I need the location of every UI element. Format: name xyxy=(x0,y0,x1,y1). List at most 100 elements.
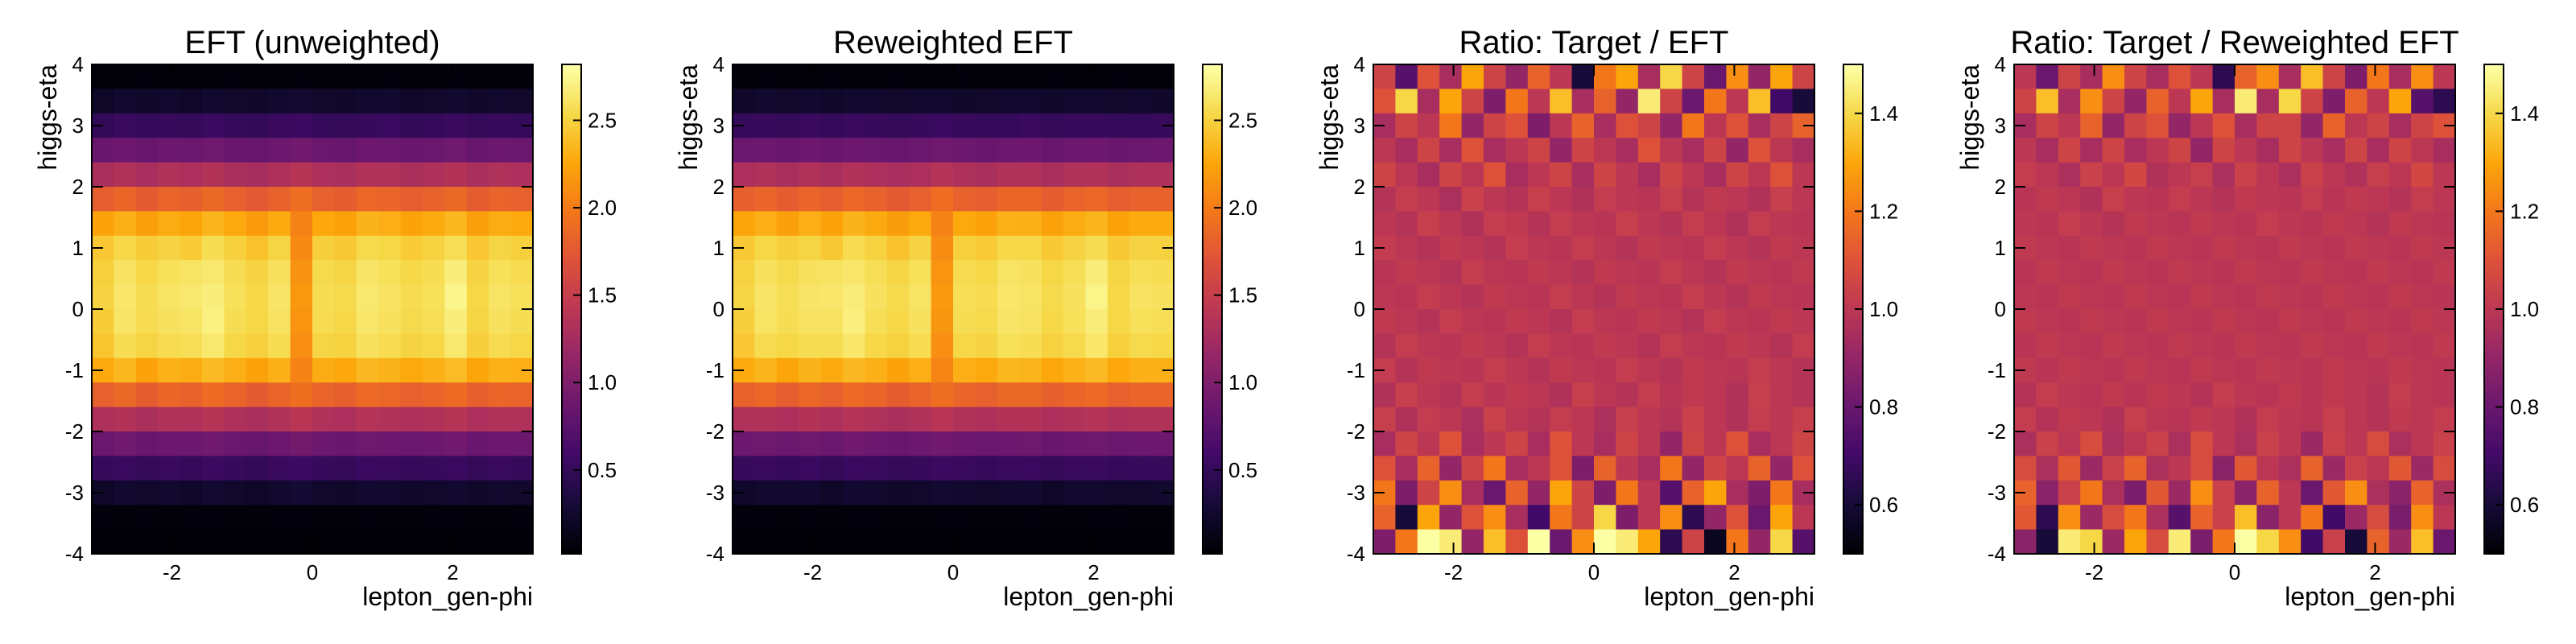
heatmap-cell xyxy=(909,529,932,555)
heatmap-cell xyxy=(1637,309,1661,334)
heatmap-cell xyxy=(997,260,1020,286)
heatmap-cell xyxy=(1439,480,1463,506)
heatmap-cell xyxy=(1505,235,1529,261)
heatmap-cell xyxy=(2433,64,2456,89)
heatmap-cell xyxy=(1571,407,1595,432)
colorbar-swatch xyxy=(562,353,581,359)
heatmap-cell xyxy=(224,431,247,456)
y-tick-label: -1 xyxy=(1988,358,2006,382)
colorbar-swatch xyxy=(1203,300,1222,306)
heatmap-cell xyxy=(356,456,379,481)
heatmap-cell xyxy=(1637,64,1661,89)
colorbar-swatch xyxy=(562,296,581,302)
heatmap-cell xyxy=(444,333,468,359)
heatmap-cell xyxy=(2367,357,2390,383)
heatmap-cell xyxy=(466,456,489,481)
heatmap-cell xyxy=(356,284,379,310)
heatmap-cell xyxy=(865,187,888,212)
colorbar-swatch xyxy=(1203,456,1222,461)
heatmap-cell xyxy=(423,162,445,188)
heatmap-cell xyxy=(2036,407,2059,432)
colorbar-swatch xyxy=(2484,207,2504,213)
heatmap-cell xyxy=(92,162,114,188)
heatmap-cell xyxy=(312,382,335,408)
heatmap-cell xyxy=(2388,260,2412,286)
colorbar-swatch xyxy=(1203,195,1222,200)
heatmap-cell xyxy=(1063,64,1086,89)
heatmap-cell xyxy=(1726,309,1749,334)
heatmap-cell xyxy=(1704,113,1727,138)
heatmap-cell xyxy=(776,309,799,334)
heatmap-cell xyxy=(1594,357,1616,383)
heatmap-cell xyxy=(1063,187,1086,212)
heatmap-cell xyxy=(2058,113,2081,138)
colorbar-swatch xyxy=(2484,448,2504,453)
heatmap-cell xyxy=(158,407,181,432)
heatmap-cell xyxy=(1151,309,1174,334)
heatmap-cell xyxy=(1527,162,1550,188)
heatmap-cell xyxy=(2036,480,2059,506)
heatmap-cell xyxy=(2080,309,2103,334)
colorbar-swatch xyxy=(1843,529,1863,535)
heatmap-cell xyxy=(489,407,512,432)
heatmap-cell xyxy=(2301,431,2324,456)
heatmap-cell xyxy=(1682,382,1705,408)
heatmap-cell xyxy=(776,89,799,114)
heatmap-cell xyxy=(423,211,445,237)
heatmap-cell xyxy=(268,407,291,432)
colorbar-swatch xyxy=(1843,537,1863,543)
heatmap-cell xyxy=(1107,260,1130,286)
heatmap-cell xyxy=(158,162,181,188)
colorbar-swatch xyxy=(1203,394,1222,400)
heatmap-cell xyxy=(246,505,269,530)
heatmap-cell xyxy=(510,64,534,89)
heatmap-cell xyxy=(246,382,269,408)
colorbar-swatch xyxy=(562,252,581,257)
heatmap-cell xyxy=(1550,456,1573,481)
colorbar-swatch xyxy=(1203,468,1222,473)
heatmap-cell xyxy=(733,162,755,188)
heatmap-cell xyxy=(799,431,822,456)
heatmap-cell xyxy=(1527,407,1550,432)
colorbar-swatch xyxy=(2484,394,2504,400)
heatmap-cell xyxy=(268,138,291,163)
colorbar-swatch xyxy=(1203,72,1222,77)
heatmap-cell xyxy=(776,235,799,261)
heatmap-cell xyxy=(444,284,468,310)
heatmap-cell xyxy=(135,309,159,334)
heatmap-cell xyxy=(1704,162,1727,188)
colorbar-swatch xyxy=(1843,68,1863,73)
heatmap-cell xyxy=(2036,260,2059,286)
heatmap-cell xyxy=(843,138,865,163)
heatmap-cell xyxy=(843,260,865,286)
heatmap-cell xyxy=(754,211,778,237)
heatmap-cell xyxy=(290,260,313,286)
y-tick-label: 3 xyxy=(713,114,724,138)
colorbar-swatch xyxy=(1203,97,1222,102)
colorbar-swatch xyxy=(562,427,581,432)
heatmap-cell xyxy=(2014,64,2037,89)
colorbar-swatch xyxy=(2484,444,2504,449)
heatmap-cell xyxy=(2433,138,2456,163)
heatmap-cell xyxy=(1063,309,1086,334)
heatmap-cell xyxy=(158,456,181,481)
heatmap-cell xyxy=(444,260,468,286)
heatmap-cell xyxy=(1395,309,1418,334)
heatmap-cell xyxy=(865,309,888,334)
heatmap-cell xyxy=(1041,260,1064,286)
heatmap-cell xyxy=(489,211,512,237)
heatmap-cell xyxy=(1594,113,1616,138)
heatmap-cell xyxy=(1395,138,1418,163)
heatmap-cell xyxy=(2367,138,2390,163)
heatmap-cell xyxy=(114,187,137,212)
colorbar-swatch xyxy=(2484,456,2504,461)
heatmap-cell xyxy=(975,260,998,286)
heatmap-cell xyxy=(2080,407,2103,432)
colorbar-swatch xyxy=(562,431,581,436)
heatmap-cell xyxy=(2212,456,2235,481)
heatmap-cell xyxy=(2301,64,2324,89)
heatmap-cell xyxy=(1019,382,1042,408)
heatmap-cell xyxy=(489,505,512,530)
heatmap-cell xyxy=(2433,382,2456,408)
heatmap-cell xyxy=(733,407,755,432)
